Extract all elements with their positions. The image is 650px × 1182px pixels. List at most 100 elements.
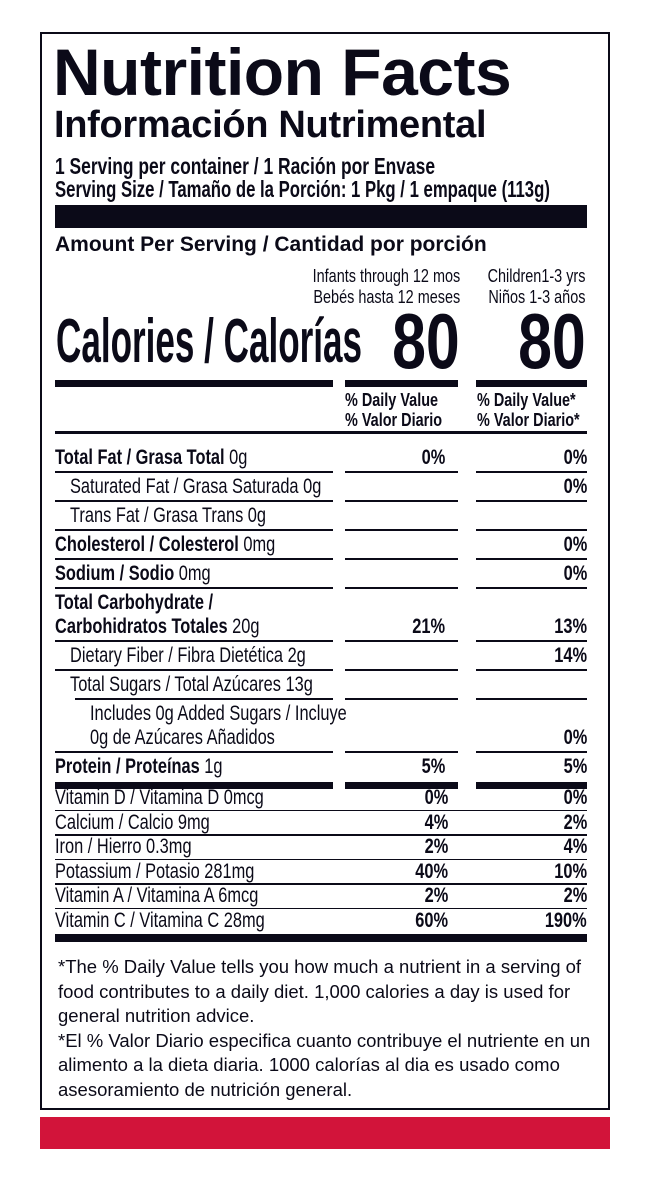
- nutrient-label: Cholesterol / Colesterol 0mg: [55, 533, 337, 557]
- dv-infants: 2%: [418, 835, 448, 859]
- row-divider: [55, 907, 587, 910]
- row-divider: [476, 698, 587, 700]
- dv-infants: 2%: [418, 884, 448, 908]
- row-divider: [476, 471, 587, 473]
- servings-per-container: 1 Serving per container / 1 Ración por E…: [55, 153, 436, 179]
- row-divider: [345, 471, 458, 473]
- nutrient-label: Total Carbohydrate / Carbohidratos Total…: [55, 591, 355, 639]
- nutrient-label: Includes 0g Added Sugars / Incluye 0g de…: [90, 702, 420, 750]
- dv-infants: 0%: [415, 446, 445, 470]
- dv-value: 2%: [563, 810, 587, 834]
- nutrient-name: Trans Fat / Grasa Trans 0g: [70, 504, 266, 528]
- nutrient-label: Sodium / Sodio 0mg: [55, 562, 255, 586]
- vitamin-label: Calcium / Calcio 9mg: [55, 811, 253, 835]
- dv-infants: 21%: [403, 615, 445, 639]
- accent-bar: [40, 1117, 610, 1149]
- calories-label: Calories / Calorías: [56, 307, 363, 376]
- footnote-english: *The % Daily Value tells you how much a …: [58, 956, 582, 1026]
- dv-infants: 5%: [415, 755, 445, 779]
- dv-infants: 0%: [418, 786, 448, 810]
- row-divider: [55, 751, 333, 753]
- vitamin-name: Vitamin D / Vitamina D 0mcg: [55, 786, 264, 809]
- nutrient-amount: 20g: [227, 615, 260, 638]
- row-divider: [55, 587, 333, 589]
- nutrient-row: Sodium / Sodio 0mg 0%: [0, 560, 650, 589]
- dv-value: 10%: [554, 859, 587, 883]
- column-header-children: Children1-3 yrs Niños 1-3 años: [487, 265, 585, 307]
- calories-infants: 80: [392, 297, 460, 385]
- row-divider: [476, 669, 587, 671]
- dv-value: 2%: [424, 835, 448, 859]
- nutrient-row: Total Fat / Grasa Total 0g 0% 0%: [0, 434, 650, 473]
- row-divider: [55, 834, 587, 836]
- dv-value: 40%: [415, 859, 448, 883]
- nutrient-name: Cholesterol / Colesterol 0mg: [55, 533, 275, 557]
- nutrient-name: Total Sugars / Total Azúcares 13g: [70, 673, 313, 697]
- nutrient-name: Protein / Proteínas 1g: [55, 755, 223, 779]
- row-divider: [345, 640, 458, 642]
- dv-value: 14%: [554, 644, 587, 667]
- nutrient-name-text: Dietary Fiber / Fibra Dietética: [70, 644, 284, 667]
- row-divider: [345, 669, 458, 671]
- row-divider: [345, 698, 458, 700]
- dv-value: 190%: [545, 908, 587, 932]
- dv-infants: 4%: [418, 811, 448, 835]
- divider: [55, 431, 587, 434]
- dv-value: 0%: [421, 446, 445, 469]
- subtitle: Información Nutrimental: [54, 104, 487, 146]
- nutrient-amount: 13g: [280, 673, 313, 696]
- footnote-spanish: *El % Valor Diario especifica cuanto con…: [58, 1029, 591, 1100]
- amount-per-serving: Amount Per Serving / Cantidad por porció…: [55, 233, 487, 256]
- thick-divider: [55, 205, 587, 228]
- row-divider: [345, 751, 458, 753]
- nutrient-row: Includes 0g Added Sugars / Incluye 0g de…: [0, 700, 650, 753]
- row-divider: [55, 471, 333, 473]
- dv-children: 2%: [557, 811, 587, 835]
- nutrient-name: Total Fat / Grasa Total 0g: [55, 446, 247, 470]
- nutrient-amount: 1g: [199, 755, 223, 778]
- row-divider: [55, 669, 333, 671]
- vitamin-row: Calcium / Calcio 9mg 4% 2%: [0, 811, 650, 836]
- nutrient-amount: 0g: [243, 504, 267, 527]
- nutrient-label: Saturated Fat / Grasa Saturada 0g: [70, 475, 392, 499]
- vitamin-name: Iron / Hierro 0.3mg: [55, 835, 192, 859]
- dv-children: 14%: [545, 644, 587, 668]
- dv-value: 0%: [563, 475, 587, 498]
- serving-size: Serving Size / Tamaño de la Porción: 1 P…: [55, 176, 550, 202]
- row-divider: [55, 782, 333, 789]
- dv-value: 4%: [424, 810, 448, 834]
- vitamin-label: Vitamin A / Vitamina A 6mcg: [55, 884, 316, 908]
- vitamin-label: Iron / Hierro 0.3mg: [55, 835, 230, 859]
- nutrient-amount: 0g: [298, 475, 322, 498]
- row-divider: [55, 883, 587, 885]
- daily-value-header-infants: % Daily Value % Valor Diario: [345, 389, 443, 430]
- nutrient-name-text: Includes 0g Added Sugars / Incluye 0g de…: [90, 702, 347, 749]
- nutrient-name: Dietary Fiber / Fibra Dietética 2g: [70, 644, 306, 668]
- nutrient-name-text: Protein / Proteínas: [55, 755, 200, 778]
- vitamin-label: Potassium / Potasio 281mg: [55, 860, 311, 884]
- divider: [345, 380, 458, 387]
- nutrient-label: Dietary Fiber / Fibra Dietética 2g: [70, 644, 372, 668]
- nutrient-name-text: Total Fat / Grasa Total: [55, 446, 225, 469]
- title: Nutrition Facts: [53, 35, 512, 109]
- nutrient-amount: 0mg: [174, 562, 211, 585]
- nutrient-label: Total Sugars / Total Azúcares 13g: [70, 673, 381, 697]
- vitamin-label: Vitamin D / Vitamina D 0mcg: [55, 786, 323, 810]
- nutrient-row: Total Sugars / Total Azúcares 13g: [0, 671, 650, 700]
- dv-value: 2%: [563, 884, 587, 908]
- row-divider: [345, 782, 458, 789]
- dv-value: 0%: [563, 726, 587, 749]
- vitamin-row: Potassium / Potasio 281mg 40% 10%: [0, 860, 650, 885]
- daily-value-header-children: % Daily Value* % Valor Diario*: [477, 389, 580, 430]
- dv-children: 5%: [557, 755, 587, 779]
- dv-value: 13%: [554, 615, 587, 638]
- row-divider: [476, 529, 587, 531]
- nutrient-name: Includes 0g Added Sugars / Incluye 0g de…: [90, 702, 347, 750]
- vitamin-name: Vitamin C / Vitamina C 28mg: [55, 908, 265, 932]
- vitamin-row: Vitamin D / Vitamina D 0mcg 0% 0%: [0, 786, 650, 811]
- nutrient-amount: 0g: [224, 446, 248, 469]
- dv-value: 2%: [424, 884, 448, 908]
- dv-value: 5%: [563, 755, 587, 778]
- nutrient-row: Protein / Proteínas 1g 5% 5%: [0, 753, 650, 789]
- dv-children: 0%: [557, 562, 587, 586]
